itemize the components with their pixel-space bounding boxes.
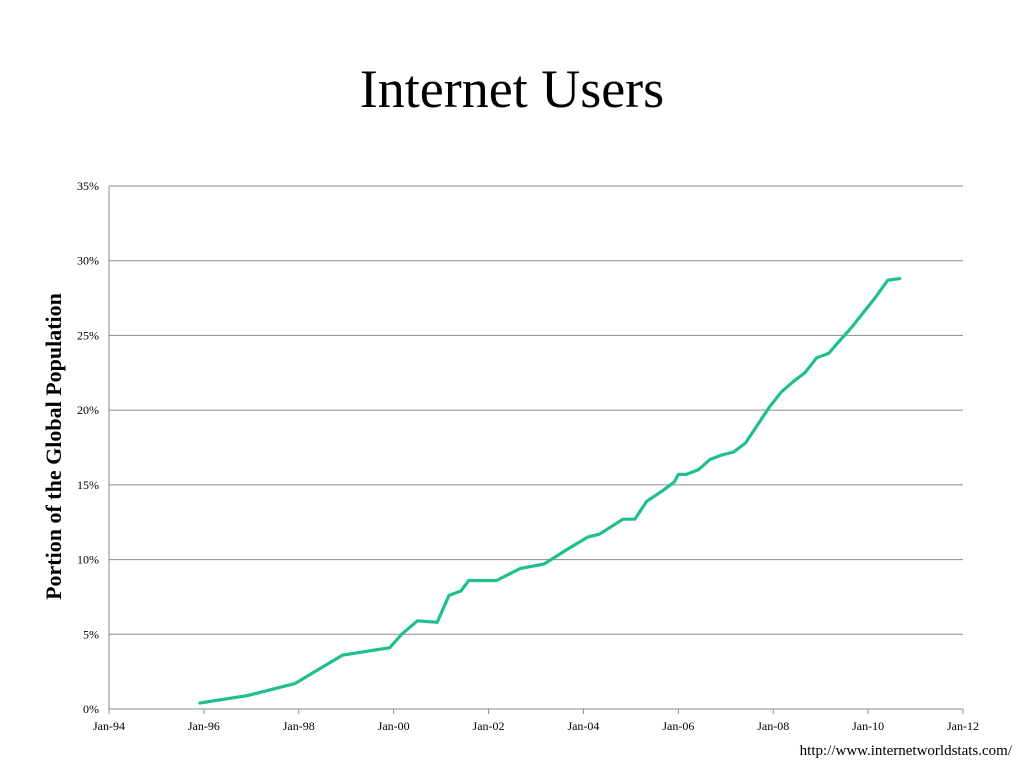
slide-title: Internet Users [359,59,665,119]
x-tick-label: Jan-00 [378,719,410,733]
x-tick-label: Jan-02 [473,719,505,733]
x-tick-label: Jan-04 [567,719,599,733]
source-link[interactable]: http://www.internetworldstats.com/ [799,743,1012,759]
y-tick-label: 0% [83,702,99,716]
y-tick-label: 15% [77,478,99,492]
x-tick-label: Jan-12 [947,719,979,733]
y-axis-title: Portion of the Global Population [41,293,66,600]
y-tick-label: 5% [83,627,99,641]
y-tick-label: 30% [77,254,99,268]
series-line [198,277,902,705]
x-tick-label: Jan-08 [757,719,789,733]
y-tick-label: 20% [77,403,99,417]
y-tick-label: 10% [77,553,99,567]
x-tick-label: Jan-98 [283,719,315,733]
x-tick-label: Jan-10 [852,719,884,733]
x-tick-label: Jan-96 [188,719,220,733]
y-tick-label: 25% [77,328,99,342]
y-tick-label: 35% [77,179,99,193]
x-tick-label: Jan-94 [93,719,125,733]
x-tick-label: Jan-06 [662,719,694,733]
